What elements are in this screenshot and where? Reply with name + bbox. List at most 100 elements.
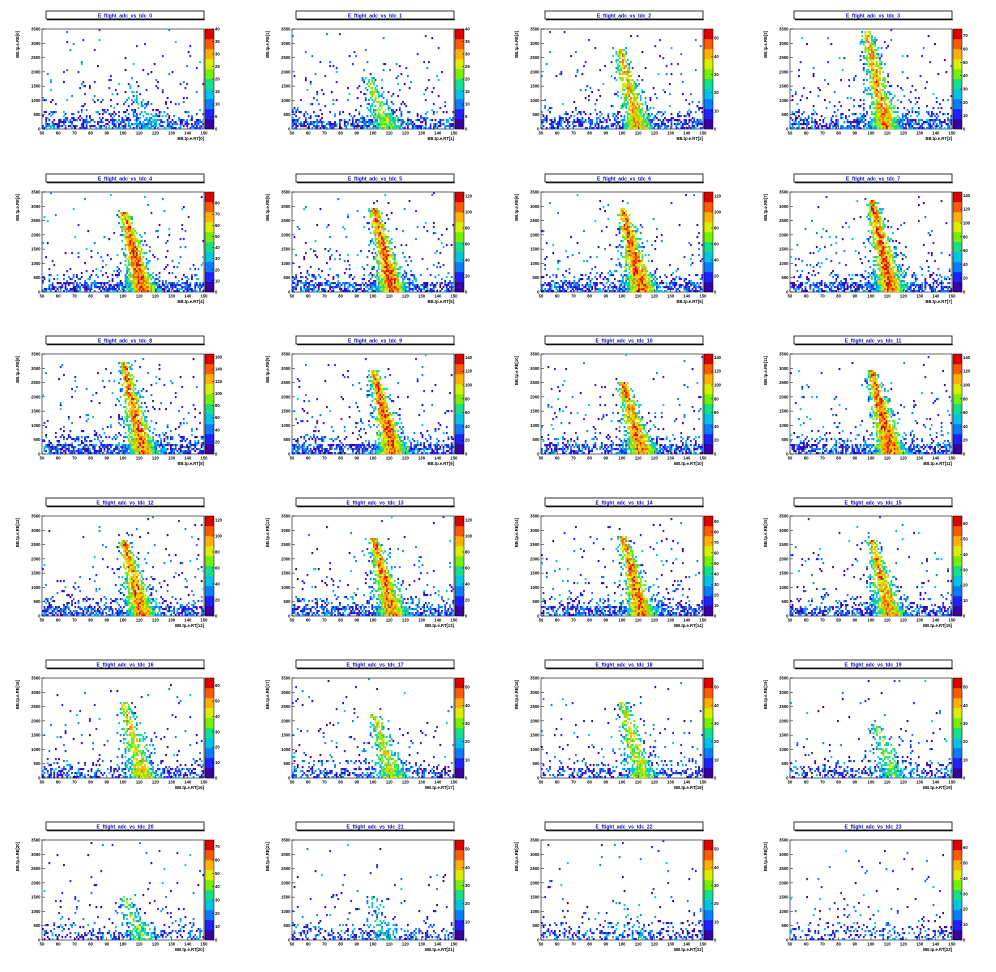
heatmap-cell xyxy=(73,119,75,121)
heatmap-cell xyxy=(141,272,143,274)
heatmap-cell xyxy=(664,127,666,129)
heatmap-cell xyxy=(874,117,876,119)
heatmap-cell xyxy=(138,117,140,119)
heatmap-cell xyxy=(324,248,326,250)
heatmap-cell xyxy=(425,35,427,37)
heatmap-cell xyxy=(902,119,904,121)
heatmap-cell xyxy=(131,216,133,218)
heatmap-cell xyxy=(567,119,569,121)
heatmap-cell xyxy=(622,55,624,57)
heatmap-cell xyxy=(102,286,104,288)
heatmap-cell xyxy=(937,119,939,121)
heatmap-cell xyxy=(371,121,373,123)
heatmap-cell xyxy=(149,117,151,119)
heatmap-cell xyxy=(624,89,626,91)
heatmap-cell xyxy=(313,274,315,276)
heatmap-cell xyxy=(876,83,878,85)
heatmap-cell xyxy=(144,111,146,113)
heatmap-cell xyxy=(868,123,870,125)
heatmap-cell xyxy=(198,278,200,280)
heatmap-cell xyxy=(876,111,878,113)
heatmap-cell xyxy=(889,85,891,87)
heatmap-cell xyxy=(936,117,938,119)
heatmap-cell xyxy=(310,123,312,125)
heatmap-cell xyxy=(336,123,338,125)
heatmap-cell xyxy=(886,103,888,105)
heatmap-cell xyxy=(420,117,422,119)
heatmap-cell xyxy=(944,59,946,61)
heatmap-cell xyxy=(175,127,177,129)
heatmap-cell xyxy=(392,268,394,270)
heatmap-cell xyxy=(633,105,635,107)
heatmap-cell xyxy=(186,83,188,85)
heatmap-cell xyxy=(128,250,130,252)
heatmap-cell xyxy=(916,127,918,129)
heatmap-cell xyxy=(134,272,136,274)
heatmap-cell xyxy=(154,115,156,117)
heatmap-cell xyxy=(700,107,702,109)
heatmap-cell xyxy=(360,286,362,288)
heatmap-cell xyxy=(386,127,388,129)
heatmap-cell xyxy=(890,103,892,105)
heatmap-cell xyxy=(617,69,619,71)
heatmap-cell xyxy=(865,123,867,125)
heatmap-cell xyxy=(110,105,112,107)
heatmap-cell xyxy=(149,119,151,121)
heatmap-cell xyxy=(60,288,62,290)
heatmap-cell xyxy=(603,121,605,123)
heatmap-cell xyxy=(180,125,182,127)
heatmap-cell xyxy=(370,216,372,218)
heatmap-cell xyxy=(112,290,114,292)
colorbar-segment xyxy=(953,64,962,67)
heatmap-cell xyxy=(371,286,373,288)
heatmap-cell xyxy=(617,123,619,125)
heatmap-cell xyxy=(617,121,619,123)
heatmap-cell xyxy=(392,272,394,274)
heatmap-cell xyxy=(123,252,125,254)
heatmap-cell xyxy=(389,288,391,290)
heatmap-cell xyxy=(599,69,601,71)
heatmap-cell xyxy=(373,290,375,292)
colorbar-segment xyxy=(704,62,713,65)
heatmap-cell xyxy=(798,125,800,127)
heatmap-cell xyxy=(87,230,89,232)
heatmap-cell xyxy=(128,282,130,284)
heatmap-cell xyxy=(638,103,640,105)
heatmap-cell xyxy=(565,113,567,115)
heatmap-cell xyxy=(373,117,375,119)
heatmap-cell xyxy=(164,127,166,129)
heatmap-cell xyxy=(365,87,367,89)
heatmap-cell xyxy=(365,125,367,127)
heatmap-cell xyxy=(378,238,380,240)
y-tick-label: 2500 xyxy=(530,55,540,60)
heatmap-cell xyxy=(155,85,157,87)
heatmap-cell xyxy=(632,87,634,89)
heatmap-cell xyxy=(803,121,805,123)
heatmap-cell xyxy=(796,103,798,105)
heatmap-cell xyxy=(386,236,388,238)
heatmap-cell xyxy=(113,121,115,123)
heatmap-cell xyxy=(818,127,820,129)
heatmap-cell xyxy=(199,286,201,288)
heatmap-cell xyxy=(544,119,546,121)
heatmap-cell xyxy=(625,123,627,125)
heatmap-cell xyxy=(55,111,57,113)
heatmap-cell xyxy=(151,282,153,284)
heatmap-cell xyxy=(926,111,928,113)
heatmap-cell xyxy=(625,95,627,97)
heatmap-cell xyxy=(362,266,364,268)
heatmap-cell xyxy=(138,250,140,252)
heatmap-cell xyxy=(897,127,899,129)
heatmap-cell xyxy=(674,123,676,125)
heatmap-cell xyxy=(76,125,78,127)
heatmap-cell xyxy=(895,111,897,113)
heatmap-cell xyxy=(373,214,375,216)
heatmap-cell xyxy=(358,111,360,113)
heatmap-cell xyxy=(350,125,352,127)
heatmap-cell xyxy=(376,288,378,290)
heatmap-cell xyxy=(110,113,112,115)
heatmap-cell xyxy=(134,282,136,284)
heatmap-cell xyxy=(451,123,453,125)
colorbar-tick-label: 35 xyxy=(465,39,470,44)
heatmap-cell xyxy=(884,81,886,83)
